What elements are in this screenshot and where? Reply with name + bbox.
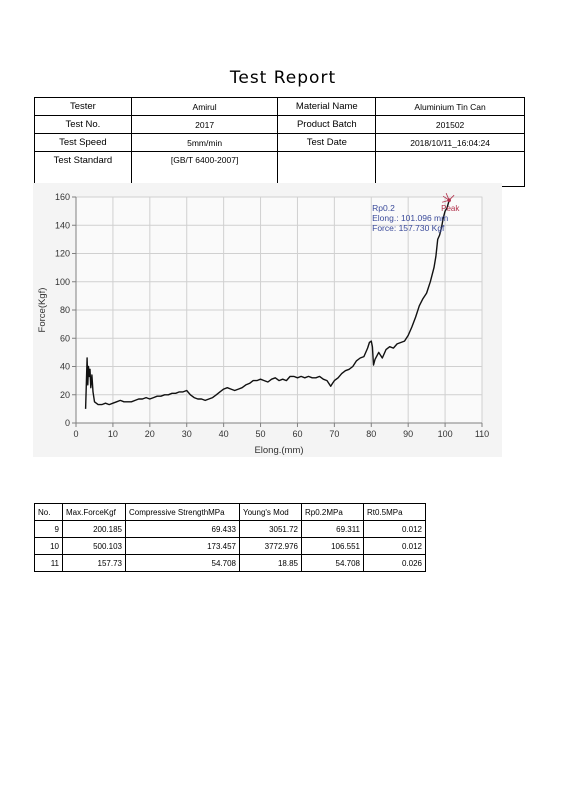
header-cell: No. bbox=[34, 503, 63, 521]
results-header-row: No. Max.ForceKgf Compressive StrengthMPa… bbox=[34, 503, 426, 521]
y-tick-label: 80 bbox=[60, 305, 70, 315]
table-cell: 69.311 bbox=[301, 520, 364, 538]
table-cell: 69.433 bbox=[125, 520, 240, 538]
table-cell: 500.103 bbox=[62, 537, 126, 555]
x-tick-label: 100 bbox=[438, 429, 453, 439]
y-tick-label: 40 bbox=[60, 362, 70, 372]
table-cell: 0.012 bbox=[363, 520, 426, 538]
date-label: Test Date bbox=[277, 133, 377, 152]
standard-value: [GB/T 6400-2007] bbox=[130, 151, 279, 187]
results-table: No. Max.ForceKgf Compressive StrengthMPa… bbox=[34, 503, 426, 572]
table-cell: 3051.72 bbox=[239, 520, 302, 538]
force-elongation-chart: 0 10 20 30 40 50 60 70 80 90 100 110 0 20 40 60 80 100 120… bbox=[33, 183, 502, 457]
x-tick-label: 60 bbox=[292, 429, 302, 439]
x-tick-label: 30 bbox=[182, 429, 192, 439]
table-cell: 200.185 bbox=[62, 520, 126, 538]
table-cell: 3772.976 bbox=[239, 537, 302, 555]
chart-svg: 0 10 20 30 40 50 60 70 80 90 100 110 0 20 40 60 80 100 120… bbox=[37, 192, 489, 456]
x-tick-label: 40 bbox=[219, 429, 229, 439]
table-cell: 0.012 bbox=[363, 537, 426, 555]
rp02-annotation: Rp0.2 bbox=[372, 203, 395, 213]
x-tick-label: 90 bbox=[403, 429, 413, 439]
batch-label: Product Batch bbox=[277, 115, 377, 134]
table-cell: 54.708 bbox=[125, 554, 240, 572]
speed-value: 5mm/min bbox=[130, 133, 279, 152]
header-cell: Rp0.2MPa bbox=[301, 503, 364, 521]
x-tick-label: 10 bbox=[108, 429, 118, 439]
table-row: 9 200.185 69.433 3051.72 69.311 0.012 bbox=[34, 520, 426, 538]
test-info-table: Tester Amirul Material Name Aluminium Ti… bbox=[34, 97, 525, 187]
x-tick-label: 80 bbox=[366, 429, 376, 439]
tester-label: Tester bbox=[34, 97, 132, 116]
table-cell: 106.551 bbox=[301, 537, 364, 555]
table-row: 10 500.103 173.457 3772.976 106.551 0.01… bbox=[34, 537, 426, 555]
table-cell: 54.708 bbox=[301, 554, 364, 572]
table-cell: 173.457 bbox=[125, 537, 240, 555]
x-tick-label: 70 bbox=[329, 429, 339, 439]
testno-label: Test No. bbox=[34, 115, 132, 134]
empty-cell bbox=[375, 151, 525, 187]
y-tick-label: 160 bbox=[55, 192, 70, 202]
y-tick-label: 0 bbox=[65, 418, 70, 428]
tester-value: Amirul bbox=[130, 97, 279, 116]
peak-marker-ray bbox=[448, 194, 455, 201]
header-cell: Young's Mod bbox=[239, 503, 302, 521]
peak-marker-ray bbox=[442, 195, 450, 201]
peak-annotation: Peak bbox=[441, 204, 460, 213]
table-cell: 157.73 bbox=[62, 554, 126, 572]
table-cell: 18.85 bbox=[239, 554, 302, 572]
x-axis-label: Elong.(mm) bbox=[254, 445, 303, 456]
y-tick-label: 140 bbox=[55, 220, 70, 230]
batch-value: 201502 bbox=[375, 115, 525, 134]
table-cell: 0.026 bbox=[363, 554, 426, 572]
y-tick-label: 20 bbox=[60, 390, 70, 400]
x-tick-label: 50 bbox=[256, 429, 266, 439]
force-curve bbox=[84, 200, 450, 409]
material-value: Aluminium Tin Can bbox=[375, 97, 525, 116]
y-axis-label: Force(Kgf) bbox=[37, 288, 48, 333]
speed-label: Test Speed bbox=[34, 133, 132, 152]
header-cell: Max.ForceKgf bbox=[62, 503, 126, 521]
table-row: 11 157.73 54.708 18.85 54.708 0.026 bbox=[34, 554, 426, 572]
x-tick-label: 110 bbox=[475, 429, 489, 439]
material-label: Material Name bbox=[277, 97, 377, 116]
table-cell: 9 bbox=[34, 520, 63, 538]
y-tick-label: 120 bbox=[55, 249, 70, 259]
testno-value: 2017 bbox=[130, 115, 279, 134]
x-tick-label: 0 bbox=[73, 429, 78, 439]
empty-cell bbox=[277, 151, 377, 187]
x-tick-label: 20 bbox=[145, 429, 155, 439]
header-cell: Compressive StrengthMPa bbox=[125, 503, 240, 521]
y-tick-label: 60 bbox=[60, 333, 70, 343]
peak-marker-ray bbox=[442, 199, 450, 203]
table-cell: 10 bbox=[34, 537, 63, 555]
peak-marker-ray bbox=[445, 193, 450, 201]
standard-label: Test Standard bbox=[34, 151, 132, 187]
header-cell: Rt0.5MPa bbox=[363, 503, 426, 521]
elong-annotation: Elong.: 101.096 mm bbox=[372, 213, 448, 223]
table-cell: 11 bbox=[34, 554, 63, 572]
y-tick-label: 100 bbox=[55, 277, 70, 287]
force-annotation: Force: 157.730 Kgf bbox=[372, 223, 445, 233]
report-title: Test Report bbox=[229, 68, 337, 88]
date-value: 2018/10/11_16:04:24 bbox=[375, 133, 525, 152]
